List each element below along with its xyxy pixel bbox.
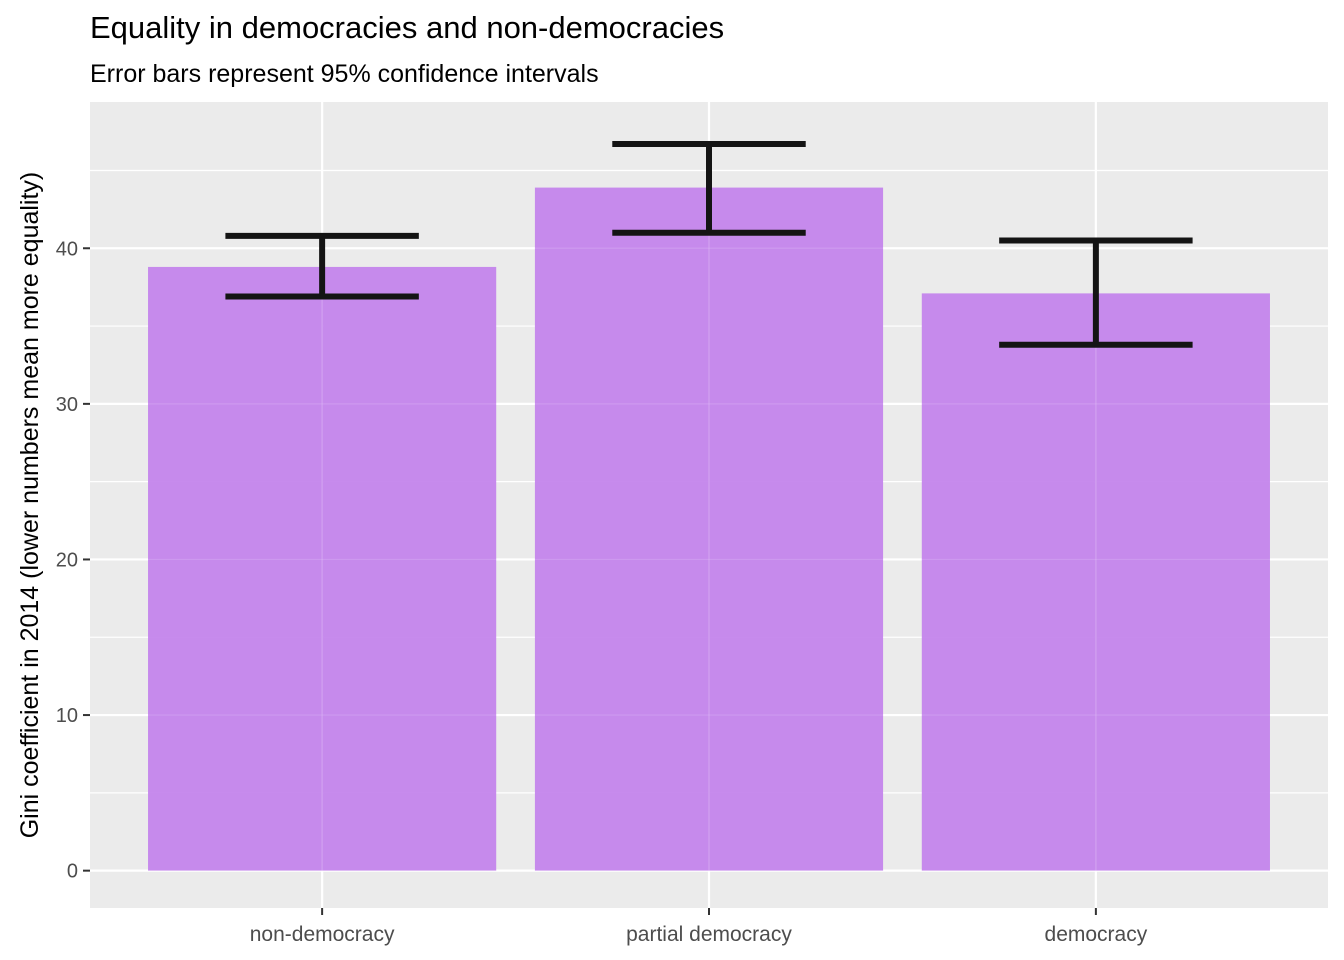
error-bars (225, 141, 1193, 348)
x-tick-label: non-democracy (250, 923, 395, 946)
x-axis-ticks: non-democracy partial democracy democracy (250, 908, 1148, 946)
y-axis-title: Gini coefficient in 2014 (lower numbers … (16, 172, 44, 839)
y-tick-label: 20 (56, 549, 78, 571)
chart-title: Equality in democracies and non-democrac… (90, 10, 725, 45)
bar-non-democracy (148, 266, 497, 871)
y-tick-label: 10 (56, 705, 78, 727)
bar-grid-overlay (90, 102, 1328, 908)
y-axis-ticks: 0 10 20 30 40 (56, 238, 90, 883)
y-tick-label: 30 (56, 394, 78, 416)
x-tick-label: partial democracy (626, 923, 792, 946)
bar-democracy (921, 293, 1270, 871)
x-tick-label: democracy (1045, 923, 1148, 946)
error-bar-democracy (999, 237, 1193, 348)
y-tick-label: 40 (56, 238, 78, 260)
y-tick-label: 0 (67, 861, 78, 883)
error-bar-non-democracy (225, 232, 419, 300)
chart-subtitle: Error bars represent 95% confidence inte… (90, 60, 599, 88)
bar-partial-democracy (534, 187, 884, 871)
error-bar-partial-democracy (612, 141, 806, 236)
bars (90, 102, 1328, 908)
